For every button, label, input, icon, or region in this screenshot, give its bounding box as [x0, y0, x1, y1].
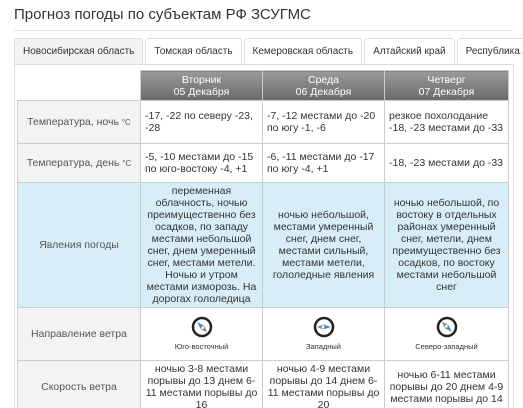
unit: °C [121, 117, 131, 127]
tab-panel: Вторник 05 Декабря Среда 06 Декабря Четвер… [14, 64, 514, 408]
row-label: Температура, ночь °C [17, 100, 141, 144]
blank-cell [17, 70, 141, 101]
row-label: Скорость ветра [17, 360, 141, 408]
cell: -18, -23 местами до -33 [384, 143, 509, 183]
page-title: Прогноз погоды по субъектам РФ ЗСУГМС [14, 6, 311, 23]
cell: -5, -10 местами до -15 по юго-востоку -4… [140, 143, 263, 183]
tab[interactable]: Томская область [145, 38, 242, 64]
cell: переменная облачность, ночью преимуществ… [140, 182, 263, 308]
wind-icon [191, 316, 212, 337]
cell: ночью 4-9 местами порывы до 14 днем 6-11… [262, 360, 385, 408]
cell: Западный [262, 307, 385, 361]
tab[interactable]: Алтайский край [364, 38, 455, 64]
row-label: Температура, день °C [17, 143, 141, 183]
label-text: Температура, ночь [27, 115, 119, 128]
date: 05 Декабря [173, 85, 230, 98]
day-header: Среда 06 Декабря [262, 70, 385, 101]
cell: резкое похолодание -18, -23 местами до -… [384, 100, 509, 144]
wind-icon [313, 316, 334, 337]
header-row: Вторник 05 Декабря Среда 06 Декабря Четвер… [17, 70, 509, 101]
cell: ночью небольшой, местами умеренный снег,… [262, 182, 385, 308]
row: Скорость ветра ночью 3-8 местами порывы … [17, 360, 509, 408]
wind-label: Западный [305, 341, 342, 351]
weekday: Четверг [427, 73, 466, 86]
wind-icon [436, 316, 457, 337]
cell: Юго-восточный [140, 307, 263, 361]
title-rule [14, 30, 513, 31]
cell: Северо-западный [384, 307, 509, 361]
row-label: Явления погоды [17, 182, 141, 308]
cell: -6, -11 местами до -17 по югу -4, +1 [262, 143, 385, 183]
cell: ночью 3-8 местами порывы до 13 днем 6-11… [140, 360, 263, 408]
cell: -7, -12 местами до -20 по югу -1, -6 [262, 100, 385, 144]
row: Направление ветра Юго-восточный Западный… [17, 307, 509, 361]
date: 07 Декабря [418, 85, 475, 98]
cell: ночью 6-11 местами порывы до 20 днем 4-9… [384, 360, 509, 408]
tab[interactable]: Кемеровская область [243, 38, 363, 64]
row: Температура, ночь °C -17, -22 по северу … [17, 100, 509, 144]
unit: °C [122, 158, 132, 168]
cell: ночью небольшой, по востоку в отдельных … [384, 182, 509, 308]
cell: -17, -22 по северу -23, -28 [140, 100, 263, 144]
tab[interactable]: Республика Алтай [456, 38, 523, 64]
row-label: Направление ветра [17, 307, 141, 361]
wind-label: Северо-западный [415, 341, 478, 351]
weekday: Вторник [181, 73, 222, 86]
row: Температура, день °C -5, -10 местами до … [17, 143, 509, 183]
tab[interactable]: Новосибирская область [14, 38, 144, 64]
wind-label: Юго-восточный [174, 341, 229, 351]
label-text: Температура, день [26, 156, 120, 169]
weekday: Среда [308, 73, 339, 86]
tabs: Новосибирская область Томская область Ке… [14, 38, 523, 64]
day-header: Четверг 07 Декабря [384, 70, 509, 101]
row: Явления погоды переменная облачность, но… [17, 182, 509, 308]
day-header: Вторник 05 Декабря [140, 70, 263, 101]
forecast-table: Вторник 05 Декабря Среда 06 Декабря Четвер… [17, 70, 509, 408]
date: 06 Декабря [295, 85, 352, 98]
